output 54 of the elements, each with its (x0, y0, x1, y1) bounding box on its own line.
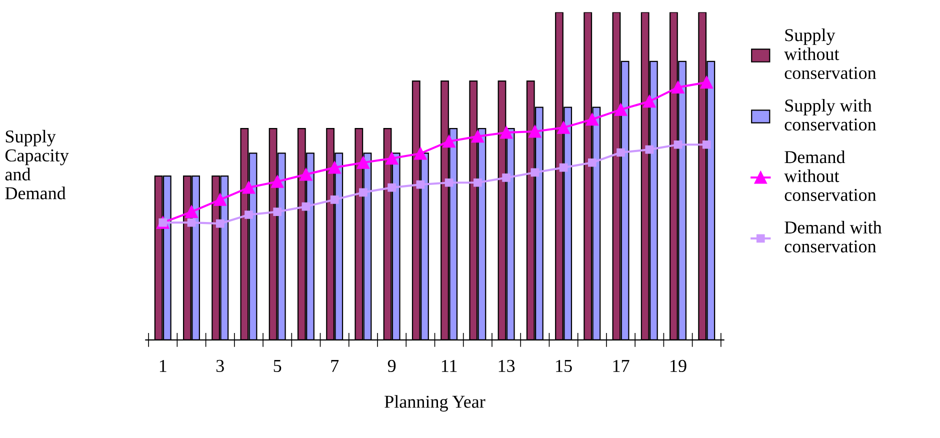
point (528, 125, 542, 138)
point (273, 208, 282, 216)
point (645, 145, 654, 154)
point (674, 140, 682, 149)
point (616, 148, 625, 157)
point (700, 76, 713, 89)
x-tick-label: 17 (613, 360, 630, 372)
x-tick-label: 19 (670, 360, 686, 372)
point (242, 181, 255, 194)
point (500, 126, 513, 139)
x-tick-label: 5 (274, 360, 282, 372)
point (559, 163, 568, 172)
point (586, 113, 598, 126)
point (614, 103, 628, 116)
legend-label: Supply with conservation (784, 98, 876, 131)
y-axis-title: Supply Capacity and Demand (5, 130, 69, 200)
point (388, 183, 396, 192)
point (530, 168, 540, 177)
point (502, 174, 510, 182)
point (557, 121, 570, 134)
point (330, 196, 339, 204)
point (471, 130, 484, 143)
legend-label: Demand with conservation (784, 220, 882, 252)
point (444, 178, 454, 187)
point (416, 180, 425, 189)
point (643, 95, 656, 108)
point (214, 193, 226, 206)
point (474, 178, 482, 187)
point (328, 161, 341, 174)
x-tick-label: 7 (331, 360, 339, 372)
point (300, 168, 312, 181)
x-tick-label: 13 (498, 360, 515, 372)
x-tick-label: 11 (442, 360, 457, 372)
point (702, 140, 711, 149)
x-tick-label: 3 (216, 360, 224, 372)
x-axis-title: Planning Year (384, 395, 486, 412)
point (359, 188, 368, 197)
point (271, 175, 284, 188)
legend-label: Demand without conservation (784, 150, 876, 201)
legend-label: Supply without conservation (784, 28, 876, 80)
point (588, 158, 596, 167)
x-tick-label: 1 (160, 360, 166, 372)
point (302, 202, 310, 211)
point (442, 135, 456, 148)
point (244, 210, 253, 219)
point (187, 218, 196, 227)
point (216, 219, 224, 228)
point (356, 156, 370, 169)
point (414, 147, 427, 160)
x-tick-label: 15 (556, 360, 572, 372)
point (672, 81, 684, 94)
point (185, 206, 198, 218)
x-tick-label: 9 (388, 360, 396, 372)
point (386, 152, 398, 165)
